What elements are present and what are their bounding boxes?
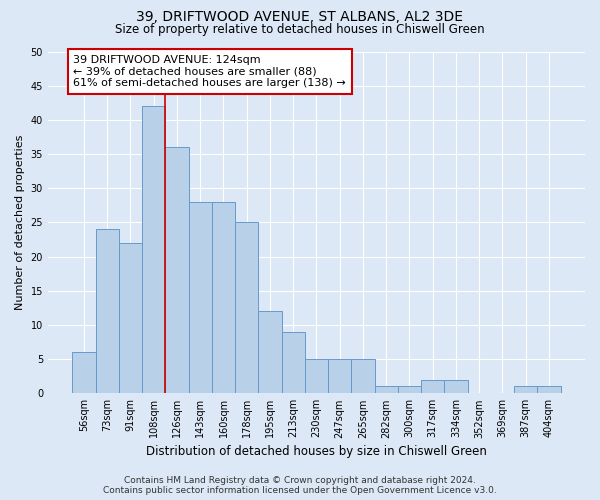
Bar — [328, 359, 352, 394]
Bar — [374, 386, 398, 394]
Bar — [281, 332, 305, 394]
Bar — [95, 229, 119, 394]
X-axis label: Distribution of detached houses by size in Chiswell Green: Distribution of detached houses by size … — [146, 444, 487, 458]
Bar — [514, 386, 538, 394]
Bar — [538, 386, 560, 394]
Y-axis label: Number of detached properties: Number of detached properties — [15, 134, 25, 310]
Bar — [119, 243, 142, 394]
Bar — [188, 202, 212, 394]
Bar — [305, 359, 328, 394]
Bar — [421, 380, 445, 394]
Bar — [445, 380, 467, 394]
Bar — [235, 222, 259, 394]
Text: Contains HM Land Registry data © Crown copyright and database right 2024.
Contai: Contains HM Land Registry data © Crown c… — [103, 476, 497, 495]
Bar — [352, 359, 374, 394]
Bar — [398, 386, 421, 394]
Bar — [142, 106, 166, 394]
Text: 39, DRIFTWOOD AVENUE, ST ALBANS, AL2 3DE: 39, DRIFTWOOD AVENUE, ST ALBANS, AL2 3DE — [137, 10, 464, 24]
Bar — [166, 147, 188, 394]
Text: Size of property relative to detached houses in Chiswell Green: Size of property relative to detached ho… — [115, 22, 485, 36]
Bar — [212, 202, 235, 394]
Bar — [259, 312, 281, 394]
Text: 39 DRIFTWOOD AVENUE: 124sqm
← 39% of detached houses are smaller (88)
61% of sem: 39 DRIFTWOOD AVENUE: 124sqm ← 39% of det… — [73, 55, 346, 88]
Bar — [73, 352, 95, 394]
